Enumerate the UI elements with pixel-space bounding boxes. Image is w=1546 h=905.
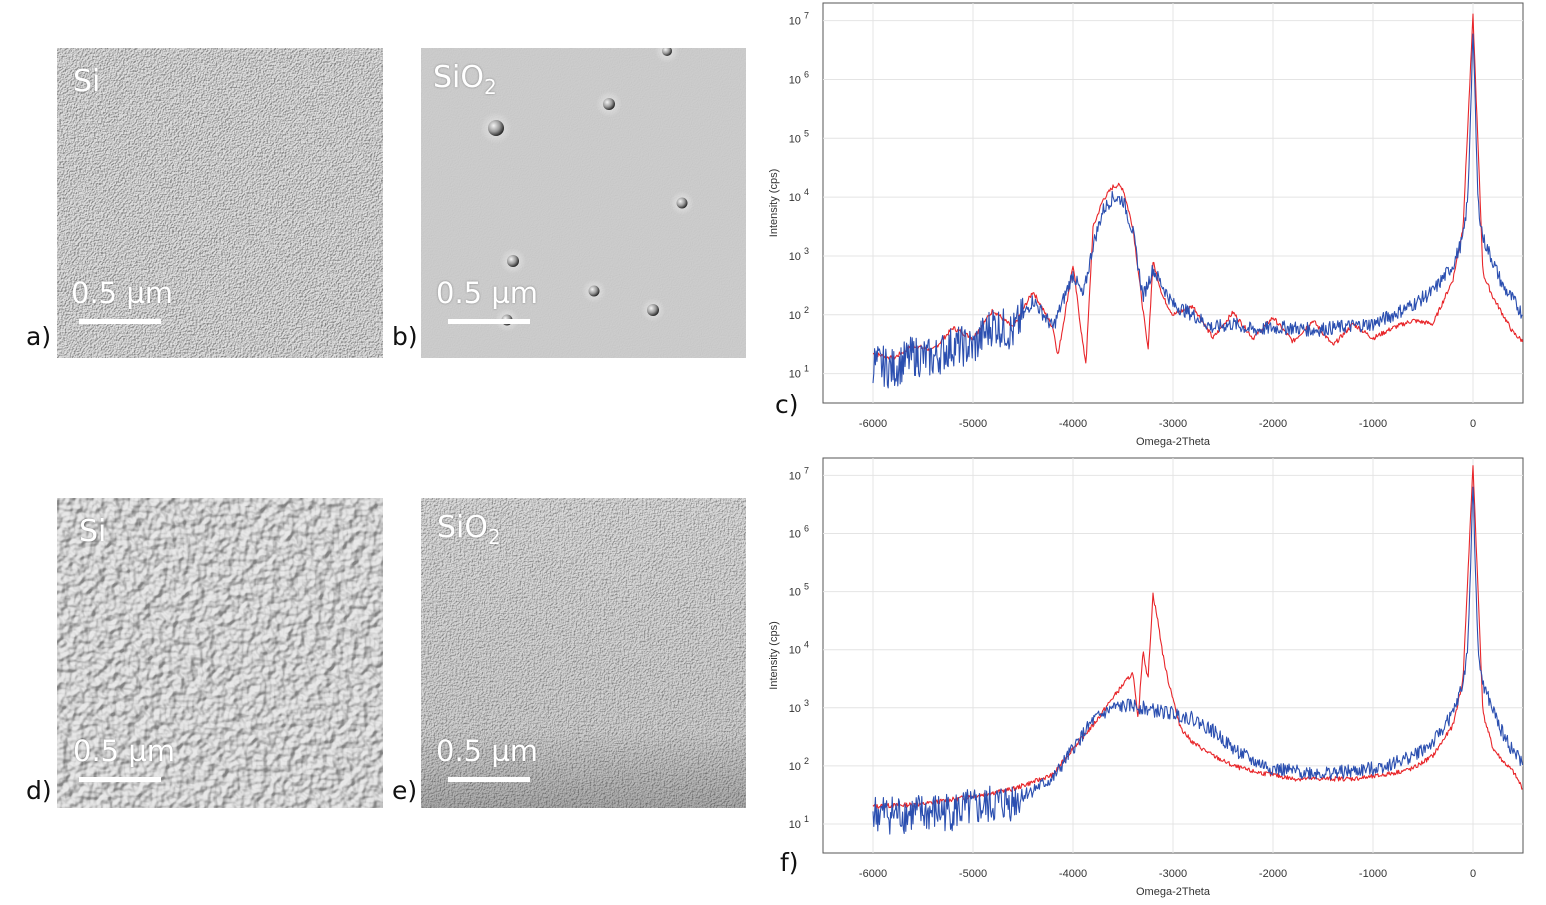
series-line-blue (872, 486, 1523, 835)
x-tick-label: 0 (1470, 418, 1476, 430)
series-group (872, 465, 1523, 835)
micrograph-a-image (57, 48, 383, 358)
y-tick-label: 10 1 (789, 364, 809, 381)
series-line-blue (872, 33, 1523, 389)
y-tick-label: 10 5 (789, 582, 809, 599)
material-label: Si (79, 514, 107, 549)
particles (480, 48, 694, 332)
xrd-chart-f: -6000 -5000 -4000 -3000 -2000 -1000 0 10 1 10 2 1… (765, 455, 1535, 900)
x-tick-label: -5000 (959, 868, 987, 880)
micrograph-a: Si 0.5 µm (57, 48, 383, 358)
micrograph-b: SiO2 0.5 µm (421, 48, 746, 358)
micrograph-d-image (57, 498, 383, 808)
x-tick-label: -6000 (859, 418, 887, 430)
x-tick-label: -1000 (1359, 868, 1387, 880)
scale-bar (448, 777, 530, 782)
panel-letter-b: b) (392, 322, 418, 351)
y-tick-label: 10 2 (789, 756, 809, 773)
y-tick-label: 10 3 (789, 246, 809, 263)
x-axis-label: Omega-2Theta (1136, 436, 1211, 448)
scale-bar (79, 777, 161, 782)
y-tick-label: 10 1 (789, 814, 809, 831)
micrograph-e-image (421, 498, 746, 808)
panel-letter-f: f) (780, 848, 799, 877)
panel-letter-a: a) (26, 322, 52, 351)
x-axis-label: Omega-2Theta (1136, 886, 1211, 898)
y-axis-label: Intensity (cps) (768, 169, 780, 237)
xrd-chart-c-svg: -6000 -5000 -4000 -3000 -2000 -1000 0 10 1 10 2 1… (768, 2, 1524, 448)
x-tick-label: -3000 (1159, 418, 1187, 430)
scale-bar-label: 0.5 µm (436, 734, 539, 768)
scale-bar-label: 0.5 µm (436, 276, 539, 310)
material-label: Si (73, 64, 101, 99)
x-tick-label: -1000 (1359, 418, 1387, 430)
micrograph-e: SiO2 0.5 µm (421, 498, 746, 808)
y-tick-label: 10 4 (789, 640, 809, 657)
material-label: SiO2 (433, 60, 497, 99)
series-group (872, 13, 1523, 389)
y-tick-label: 10 4 (789, 187, 809, 204)
scale-bar (448, 319, 530, 324)
y-tick-label: 10 2 (789, 305, 809, 322)
micrograph-d: Si 0.5 µm (57, 498, 383, 808)
xrd-chart-f-svg: -6000 -5000 -4000 -3000 -2000 -1000 0 10 1 10 2 1… (768, 457, 1524, 898)
y-tick-label: 10 6 (789, 524, 809, 541)
x-tick-label: -4000 (1059, 868, 1087, 880)
y-tick-label: 10 3 (789, 698, 809, 715)
panel-letter-d: d) (26, 776, 52, 805)
scale-bar (79, 319, 161, 324)
series-line-red (872, 465, 1523, 809)
x-tick-label: -2000 (1259, 418, 1287, 430)
x-tick-label: -4000 (1059, 418, 1087, 430)
xrd-chart-c: -6000 -5000 -4000 -3000 -2000 -1000 0 10 1 10 2 1… (765, 0, 1535, 450)
material-label: SiO2 (437, 510, 501, 549)
panel-letter-c: c) (775, 390, 799, 419)
x-tick-label: -2000 (1259, 868, 1287, 880)
y-tick-label: 10 7 (789, 465, 809, 482)
x-tick-label: -6000 (859, 868, 887, 880)
micrograph-b-image (421, 48, 746, 358)
x-tick-label: -3000 (1159, 868, 1187, 880)
x-tick-label: -5000 (959, 418, 987, 430)
y-tick-label: 10 7 (789, 11, 809, 28)
y-tick-label: 10 6 (789, 69, 809, 86)
y-tick-label: 10 5 (789, 128, 809, 145)
y-axis-label: Intensity (cps) (768, 621, 780, 689)
panel-letter-e: e) (392, 776, 418, 805)
scale-bar-label: 0.5 µm (73, 734, 176, 768)
x-tick-label: 0 (1470, 868, 1476, 880)
scale-bar-label: 0.5 µm (71, 276, 174, 310)
